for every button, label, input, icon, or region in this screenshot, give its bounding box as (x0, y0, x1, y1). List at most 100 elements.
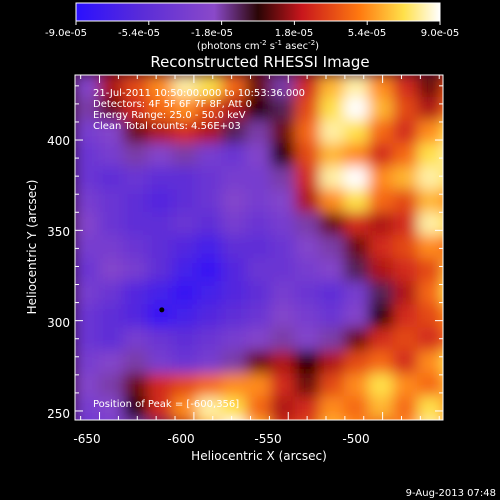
heatmap-cell (221, 258, 248, 284)
heatmap-cell (442, 281, 443, 307)
heatmap-cell (343, 212, 371, 238)
heatmap-cell (123, 120, 150, 146)
heatmap-cell (98, 373, 126, 399)
heatmap-cell (147, 350, 175, 376)
heatmap-cell (270, 304, 297, 330)
heatmap-cell (123, 396, 150, 420)
heatmap-cell (221, 143, 248, 169)
heatmap-cell (245, 235, 273, 261)
heatmap-cell (368, 189, 395, 215)
heatmap-cell (196, 281, 224, 307)
heatmap-cell (123, 304, 150, 330)
heatmap-cell (294, 97, 322, 123)
heatmap-cell (221, 327, 248, 353)
heatmap-cell (196, 166, 224, 192)
heatmap-cell (294, 396, 322, 420)
heatmap-cell (147, 75, 175, 100)
heatmap-cell (392, 373, 420, 399)
heatmap-cell (196, 120, 224, 146)
heatmap-cell (442, 189, 443, 215)
heatmap-cell (98, 396, 126, 420)
heatmap-cell (417, 419, 443, 420)
heatmap-cell (442, 396, 443, 420)
heatmap-cell (98, 304, 126, 330)
heatmap-cell (123, 166, 150, 192)
heatmap-cell (75, 212, 101, 238)
heatmap-cell (392, 396, 420, 420)
heatmap-cell (343, 143, 371, 169)
heatmap-cell (417, 120, 443, 146)
peak-marker (159, 307, 165, 313)
heatmap-cell (245, 120, 273, 146)
heatmap-cell (270, 258, 297, 284)
heatmap-cell (245, 97, 273, 123)
heatmap-cell (172, 258, 199, 284)
heatmap-cell (75, 281, 101, 307)
heatmap-cell (172, 212, 199, 238)
heatmap-cell (75, 97, 101, 123)
heatmap-cell (368, 143, 395, 169)
heatmap-cell (442, 327, 443, 353)
heatmap-cell (417, 212, 443, 238)
heatmap-cell (98, 281, 126, 307)
heatmap-cell (245, 258, 273, 284)
header-line: Energy Range: 25.0 - 50.0 keV (93, 110, 246, 121)
heatmap-cell (343, 75, 371, 100)
heatmap-cell (147, 258, 175, 284)
heatmap-cell (319, 75, 346, 100)
heatmap-cell (343, 189, 371, 215)
heatmap-cell (75, 373, 101, 399)
heatmap-cell (221, 212, 248, 238)
heatmap-cell (147, 120, 175, 146)
heatmap-cell (75, 189, 101, 215)
heatmap-cell (147, 281, 175, 307)
heatmap-cell (417, 258, 443, 284)
heatmap-cell (123, 97, 150, 123)
heatmap-cell (75, 396, 101, 420)
heatmap-cell (343, 120, 371, 146)
heatmap-cell (221, 373, 248, 399)
heatmap-cell (98, 97, 126, 123)
heatmap-cell (343, 396, 371, 420)
heatmap-cell (245, 373, 273, 399)
heatmap-cell (172, 304, 199, 330)
heatmap-cell (75, 327, 101, 353)
heatmap-cell (98, 258, 126, 284)
heatmap-cell (319, 350, 346, 376)
heatmap-cell (98, 350, 126, 376)
heatmap-cell (270, 327, 297, 353)
heatmap-cell (75, 235, 101, 261)
heatmap-cell (319, 281, 346, 307)
colorbar-tick-label: 5.4e-05 (348, 28, 386, 39)
heatmap-cell (368, 350, 395, 376)
heatmap-cell (392, 189, 420, 215)
y-tick-label: 300 (47, 316, 70, 330)
heatmap-cell (123, 350, 150, 376)
heatmap-cell (98, 212, 126, 238)
heatmap-cell (392, 304, 420, 330)
heatmap-cell (319, 189, 346, 215)
heatmap-cell (172, 143, 199, 169)
colorbar-tick-label: -9.0e-05 (45, 28, 87, 39)
heatmap-image (75, 75, 443, 420)
heatmap-cell (196, 235, 224, 261)
x-tick-label: -550 (254, 432, 281, 446)
heatmap-cell (172, 373, 199, 399)
heatmap-cell (270, 235, 297, 261)
heatmap-cell (294, 143, 322, 169)
heatmap-cell (319, 373, 346, 399)
heatmap-cell (245, 212, 273, 238)
heatmap-cell (319, 212, 346, 238)
heatmap-cell (221, 97, 248, 123)
heatmap-cell (245, 396, 273, 420)
heatmap-cell (221, 75, 248, 100)
heatmap-cell (368, 212, 395, 238)
heatmap-cell (245, 75, 273, 100)
heatmap-cell (368, 327, 395, 353)
heatmap-cell (221, 189, 248, 215)
heatmap-cell (319, 327, 346, 353)
colorbar-tick-label: -1.8e-05 (191, 28, 233, 39)
heatmap-cell (368, 166, 395, 192)
heatmap-cell (221, 120, 248, 146)
